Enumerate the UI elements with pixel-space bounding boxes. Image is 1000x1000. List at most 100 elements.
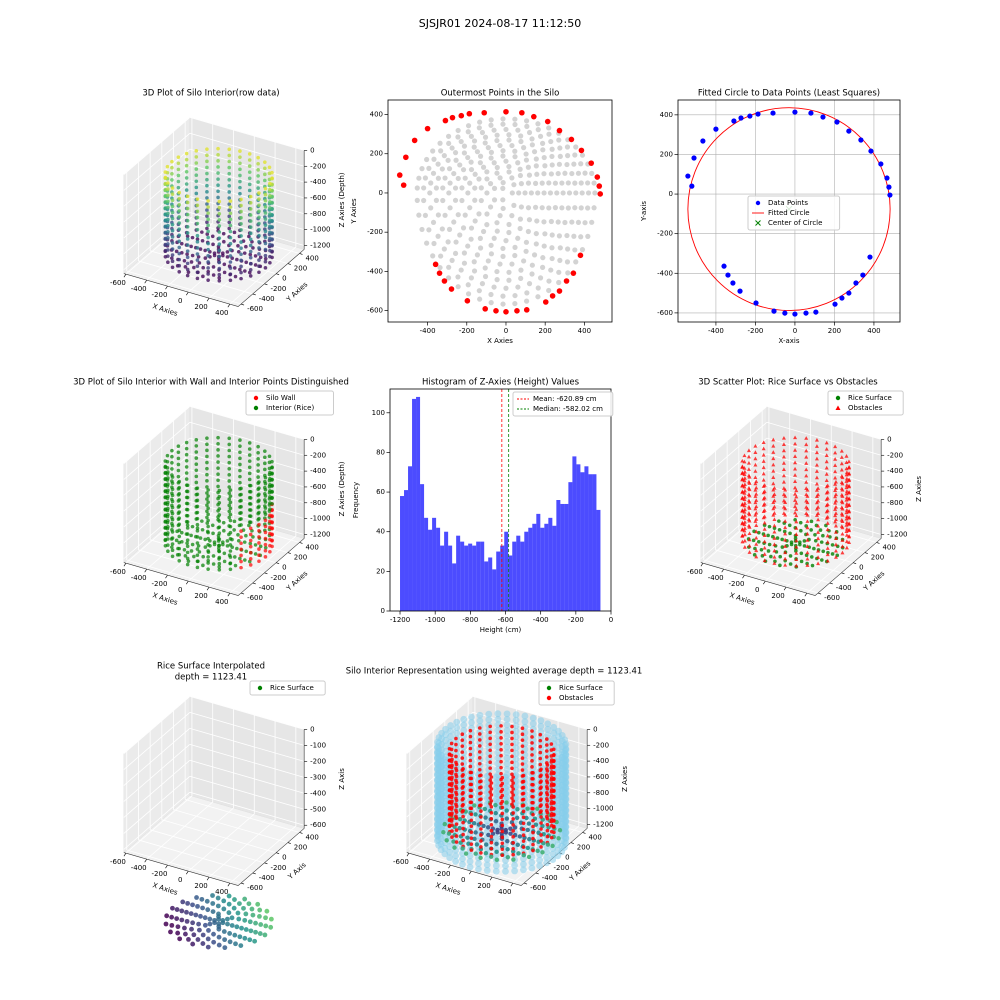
z-tick-label: 0 [310, 146, 314, 154]
point-cloud-dot [195, 258, 200, 262]
background-point [533, 241, 539, 247]
point-cloud-dot [188, 911, 194, 917]
grid-line [189, 406, 305, 440]
point-cloud-dot [268, 543, 272, 548]
x-axis-label: X Axies [434, 881, 461, 897]
background-point [535, 121, 541, 127]
point-cloud-dot [217, 500, 222, 505]
y-tick-label: 60 [376, 488, 385, 496]
point-cloud-dot [185, 252, 189, 256]
background-point [467, 180, 473, 186]
z-tick-label: -800 [887, 499, 903, 507]
point-cloud-dot [793, 435, 798, 440]
point-cloud-dot [825, 558, 830, 563]
point-cloud-dot [195, 246, 200, 250]
background-point [421, 185, 427, 191]
point-cloud-dot [520, 860, 527, 868]
background-point [517, 225, 523, 232]
legend-label: Data Points [768, 199, 808, 207]
x-tick [227, 593, 231, 597]
background-point [578, 205, 584, 211]
background-point [546, 180, 552, 186]
point [730, 280, 736, 286]
y-axis-label: Frequency [352, 482, 360, 518]
background-point [471, 259, 477, 265]
point-cloud-dot [257, 547, 261, 551]
point-cloud-dot [451, 839, 456, 844]
background-point [468, 159, 474, 165]
point-cloud-dot [459, 860, 466, 868]
point-cloud-dot [228, 500, 233, 505]
point-cloud-dot [840, 506, 845, 511]
point-cloud-dot [205, 503, 209, 507]
y-axis-label: Y Axies [861, 569, 886, 593]
point-cloud-dot [256, 450, 260, 455]
point-cloud-dot [762, 545, 767, 550]
point-cloud-dot [211, 242, 215, 247]
background-point [488, 122, 494, 128]
point-cloud-dot [531, 824, 535, 829]
point [782, 310, 788, 316]
point-cloud-dot [500, 835, 505, 840]
point-cloud-dot [824, 459, 829, 464]
point-cloud-dot [794, 544, 799, 549]
point-cloud-dot [212, 920, 217, 926]
point-cloud-dot [257, 191, 261, 195]
point-cloud-dot [477, 762, 482, 766]
z-tick-label: 0 [593, 725, 597, 733]
point-cloud-dot [512, 716, 520, 724]
point-cloud-dot [195, 492, 200, 497]
point-cloud-dot [236, 249, 241, 254]
point-cloud-dot [816, 505, 821, 509]
point-cloud-dot [190, 524, 195, 529]
point-cloud-dot [239, 221, 243, 226]
point-cloud-dot [177, 239, 182, 244]
x-tick [165, 286, 168, 290]
point-cloud-dot [263, 217, 268, 221]
point-cloud-dot [521, 853, 527, 858]
point-cloud-dot [804, 461, 809, 465]
point-cloud-dot [195, 270, 200, 275]
point-cloud-dot [211, 939, 217, 945]
x-tick-label: 0 [793, 327, 797, 335]
z-tick-label: -1000 [310, 226, 330, 234]
background-point [484, 190, 490, 196]
point-cloud-dot [454, 768, 459, 773]
point-cloud-dot [222, 239, 226, 244]
point-cloud-dot [197, 550, 202, 554]
point [886, 184, 892, 190]
background-point [506, 277, 512, 283]
background-point [546, 287, 552, 294]
point [691, 155, 697, 161]
point-cloud-dot [804, 553, 809, 558]
point-cloud-dot [268, 476, 272, 481]
background-point [571, 161, 577, 167]
point-cloud-dot [809, 555, 814, 559]
point-cloud-dot [217, 555, 222, 560]
x-tick-label: 0 [178, 876, 182, 884]
background-point [431, 240, 437, 247]
point-cloud-dot [805, 500, 810, 505]
point-cloud-dot [239, 270, 243, 275]
point-cloud-dot [205, 479, 209, 483]
point-cloud-dot [531, 771, 535, 775]
point-cloud-dot [194, 191, 199, 196]
z-tick-label: -600 [310, 483, 326, 491]
background-point [534, 171, 540, 177]
point-cloud-dot [819, 540, 824, 544]
point-cloud-dot [453, 724, 461, 732]
point-cloud-dot [206, 253, 210, 258]
point-cloud-dot [239, 510, 243, 515]
legend-label: Interior (Rice) [266, 404, 314, 412]
point-cloud-dot [248, 249, 253, 254]
point-cloud-dot [793, 454, 798, 458]
point-cloud-dot [166, 254, 170, 258]
x-tick-label: 0 [755, 586, 759, 594]
y-tick-label: 0 [859, 564, 863, 572]
point-cloud-dot [195, 221, 200, 226]
point [753, 300, 759, 306]
point-cloud-dot [538, 762, 543, 767]
background-point [506, 132, 512, 138]
point-cloud-dot [170, 210, 175, 215]
point-cloud-dot [228, 561, 233, 565]
